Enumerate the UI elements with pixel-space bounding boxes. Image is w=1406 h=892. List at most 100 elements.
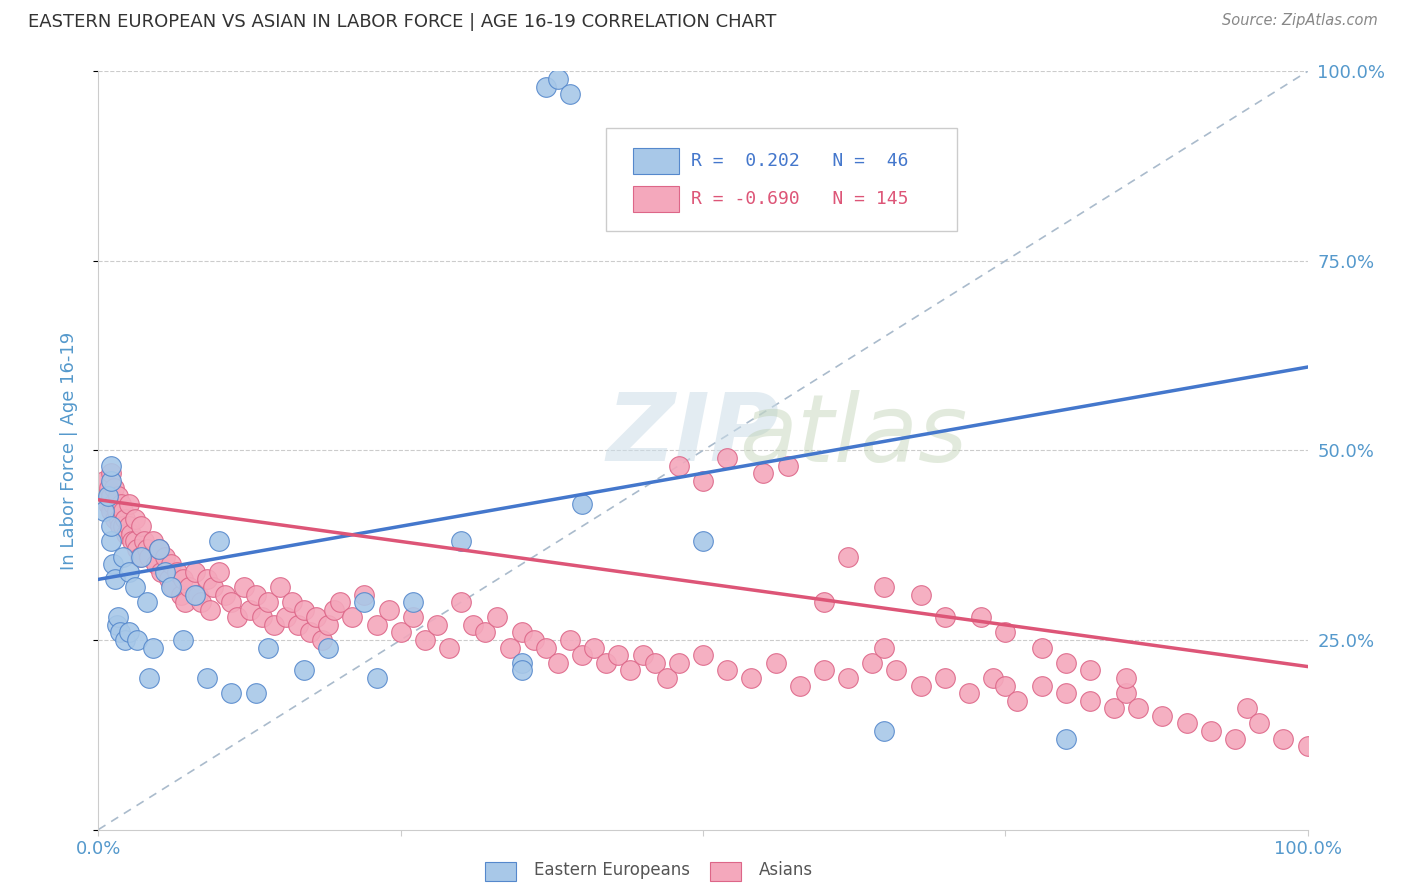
Point — [190, 595, 212, 609]
Point — [221, 595, 243, 609]
Point — [486, 610, 509, 624]
Point — [595, 656, 617, 670]
Point — [292, 603, 315, 617]
Point — [153, 549, 176, 564]
Point — [1054, 686, 1077, 700]
Text: Source: ZipAtlas.com: Source: ZipAtlas.com — [1222, 13, 1378, 29]
Point — [107, 610, 129, 624]
Point — [118, 496, 141, 510]
Point — [172, 633, 194, 648]
Point — [323, 603, 346, 617]
Point — [127, 542, 149, 557]
Point — [100, 458, 122, 473]
Text: EASTERN EUROPEAN VS ASIAN IN LABOR FORCE | AGE 16-19 CORRELATION CHART: EASTERN EUROPEAN VS ASIAN IN LABOR FORCE… — [28, 13, 776, 31]
Point — [366, 617, 388, 632]
Point — [208, 565, 231, 579]
Point — [184, 588, 207, 602]
Y-axis label: In Labor Force | Age 16-19: In Labor Force | Age 16-19 — [59, 331, 77, 570]
Point — [198, 603, 221, 617]
Point — [135, 542, 157, 557]
Point — [547, 656, 569, 670]
Point — [523, 633, 546, 648]
Point — [101, 496, 124, 510]
Point — [129, 549, 152, 564]
Point — [740, 671, 762, 685]
Point — [263, 617, 285, 632]
FancyBboxPatch shape — [606, 128, 957, 230]
Point — [813, 595, 835, 609]
Point — [1199, 724, 1222, 739]
Point — [153, 565, 176, 579]
Point — [1102, 701, 1125, 715]
Point — [184, 565, 207, 579]
Point — [1031, 678, 1053, 692]
Point — [886, 664, 908, 678]
Point — [111, 519, 134, 533]
Point — [96, 489, 118, 503]
Point — [97, 489, 120, 503]
Point — [1078, 664, 1101, 678]
Text: Eastern Europeans: Eastern Europeans — [534, 861, 690, 879]
Point — [571, 496, 593, 510]
Point — [644, 656, 666, 670]
Text: ZIP: ZIP — [606, 389, 779, 482]
Point — [910, 678, 932, 692]
Point — [583, 640, 606, 655]
Point — [195, 573, 218, 587]
Point — [353, 595, 375, 609]
Point — [221, 686, 243, 700]
Point — [138, 671, 160, 685]
Point — [208, 534, 231, 549]
Point — [127, 633, 149, 648]
Point — [668, 656, 690, 670]
Point — [114, 633, 136, 648]
Point — [619, 664, 641, 678]
Point — [120, 526, 142, 541]
Point — [169, 588, 191, 602]
Point — [994, 678, 1017, 692]
Point — [1272, 731, 1295, 746]
Point — [232, 580, 254, 594]
Point — [1249, 716, 1271, 731]
Point — [353, 588, 375, 602]
Point — [474, 625, 496, 640]
Point — [121, 534, 143, 549]
Point — [101, 557, 124, 572]
Point — [558, 633, 581, 648]
Point — [668, 458, 690, 473]
Point — [860, 656, 883, 670]
Point — [450, 595, 472, 609]
Point — [100, 534, 122, 549]
Point — [765, 656, 787, 670]
Point — [174, 595, 197, 609]
Point — [873, 580, 896, 594]
Point — [437, 640, 460, 655]
Point — [692, 534, 714, 549]
Point — [534, 640, 557, 655]
Point — [402, 610, 425, 624]
Point — [329, 595, 352, 609]
Point — [148, 542, 170, 557]
Point — [957, 686, 980, 700]
Point — [134, 534, 156, 549]
Point — [100, 519, 122, 533]
Point — [110, 496, 132, 510]
Point — [558, 87, 581, 102]
Point — [1115, 686, 1137, 700]
Point — [752, 467, 775, 481]
Point — [910, 588, 932, 602]
Point — [1175, 716, 1198, 731]
Point — [118, 625, 141, 640]
Point — [124, 512, 146, 526]
Point — [716, 664, 738, 678]
Text: Asians: Asians — [759, 861, 813, 879]
Point — [179, 580, 201, 594]
Point — [316, 617, 339, 632]
Point — [1296, 739, 1319, 753]
Point — [281, 595, 304, 609]
Point — [463, 617, 485, 632]
Point — [426, 617, 449, 632]
Point — [1115, 671, 1137, 685]
Point — [100, 474, 122, 488]
Point — [498, 640, 520, 655]
